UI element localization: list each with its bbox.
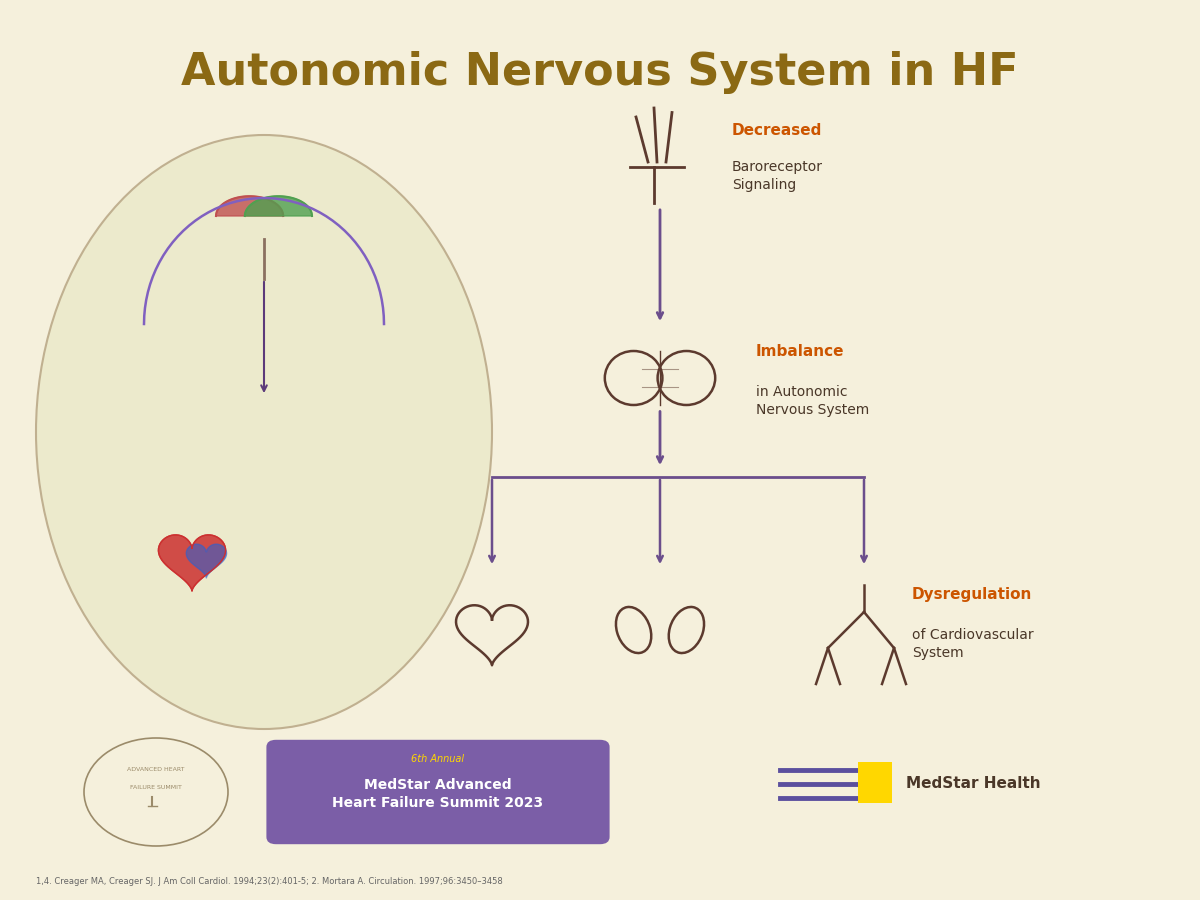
Polygon shape [216, 196, 283, 216]
FancyBboxPatch shape [266, 740, 610, 844]
Bar [858, 762, 892, 803]
Text: Imbalance: Imbalance [756, 344, 845, 358]
Text: Autonomic Nervous System in HF: Autonomic Nervous System in HF [181, 50, 1019, 94]
Text: in Autonomic
Nervous System: in Autonomic Nervous System [756, 384, 869, 417]
Text: Dysregulation: Dysregulation [912, 587, 1032, 601]
Text: FAILURE SUMMIT: FAILURE SUMMIT [130, 785, 182, 790]
Polygon shape [186, 544, 227, 578]
Polygon shape [158, 535, 226, 591]
Text: Baroreceptor
Signaling: Baroreceptor Signaling [732, 159, 823, 192]
Text: Decreased: Decreased [732, 123, 822, 138]
Text: 6th Annual: 6th Annual [412, 753, 464, 764]
Text: MedStar Health: MedStar Health [906, 776, 1040, 790]
Text: 1,4. Creager MA, Creager SJ. J Am Coll Cardiol. 1994;23(2):401-5; 2. Mortara A. : 1,4. Creager MA, Creager SJ. J Am Coll C… [36, 878, 503, 886]
Polygon shape [245, 196, 312, 216]
Text: of Cardiovascular
System: of Cardiovascular System [912, 627, 1033, 660]
Text: ADVANCED HEART: ADVANCED HEART [127, 767, 185, 772]
Text: MedStar Advanced
Heart Failure Summit 2023: MedStar Advanced Heart Failure Summit 20… [332, 778, 544, 810]
Ellipse shape [36, 135, 492, 729]
